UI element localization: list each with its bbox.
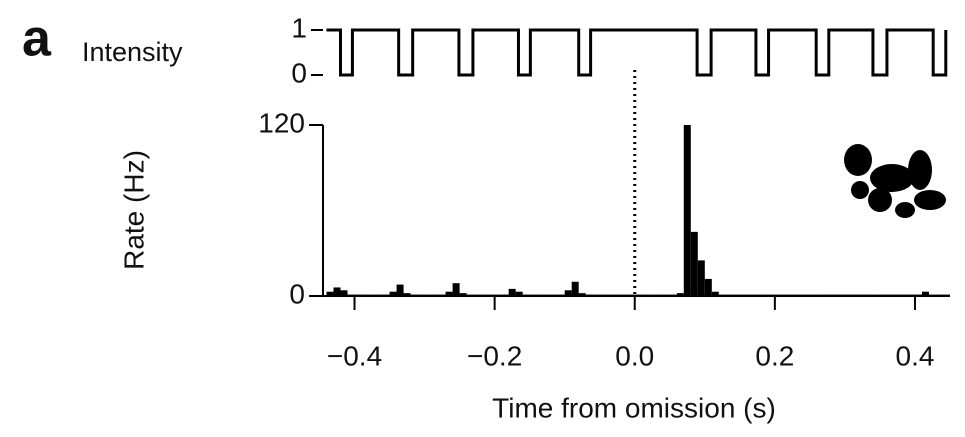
histogram-bar	[396, 284, 404, 296]
histogram-bar	[326, 291, 334, 296]
x-tick-label: −0.4	[327, 340, 382, 371]
histogram-bar	[445, 291, 453, 296]
x-tick-label: 0.2	[755, 340, 794, 371]
y-tick-label: 120	[258, 107, 305, 138]
histogram-bar	[452, 283, 460, 296]
histogram-bar	[515, 291, 523, 296]
histogram-bar	[711, 291, 719, 296]
x-axis-label: Time from omission (s)	[492, 392, 776, 423]
histogram-bar	[571, 281, 579, 296]
y-tick-label: 0	[291, 57, 307, 88]
histogram-bar	[403, 293, 411, 296]
x-tick-label: 0.0	[615, 340, 654, 371]
histogram-bar	[564, 290, 572, 296]
histogram-bar	[508, 288, 516, 296]
histogram-bar	[340, 290, 348, 296]
histogram-bar	[333, 287, 341, 296]
histogram-bar	[697, 260, 705, 296]
histogram-bar	[704, 278, 712, 296]
panel-label: a	[22, 10, 52, 68]
histogram-bar	[389, 291, 397, 296]
y-tick-label: 1	[291, 12, 307, 43]
intensity-label: Intensity	[82, 37, 183, 67]
intensity-trace	[326, 28, 948, 77]
histogram-bar	[690, 231, 698, 296]
fly-icon	[844, 144, 946, 218]
x-tick-label: 0.4	[896, 340, 935, 371]
histogram-bar	[459, 293, 467, 296]
histogram-bar	[676, 293, 684, 296]
x-tick-label: −0.2	[467, 340, 522, 371]
histogram-bar	[683, 125, 691, 296]
histogram-bar	[921, 291, 929, 296]
y-axis-label: Rate (Hz)	[118, 150, 149, 270]
histogram-bar	[578, 293, 586, 296]
y-tick-label: 0	[289, 278, 305, 309]
